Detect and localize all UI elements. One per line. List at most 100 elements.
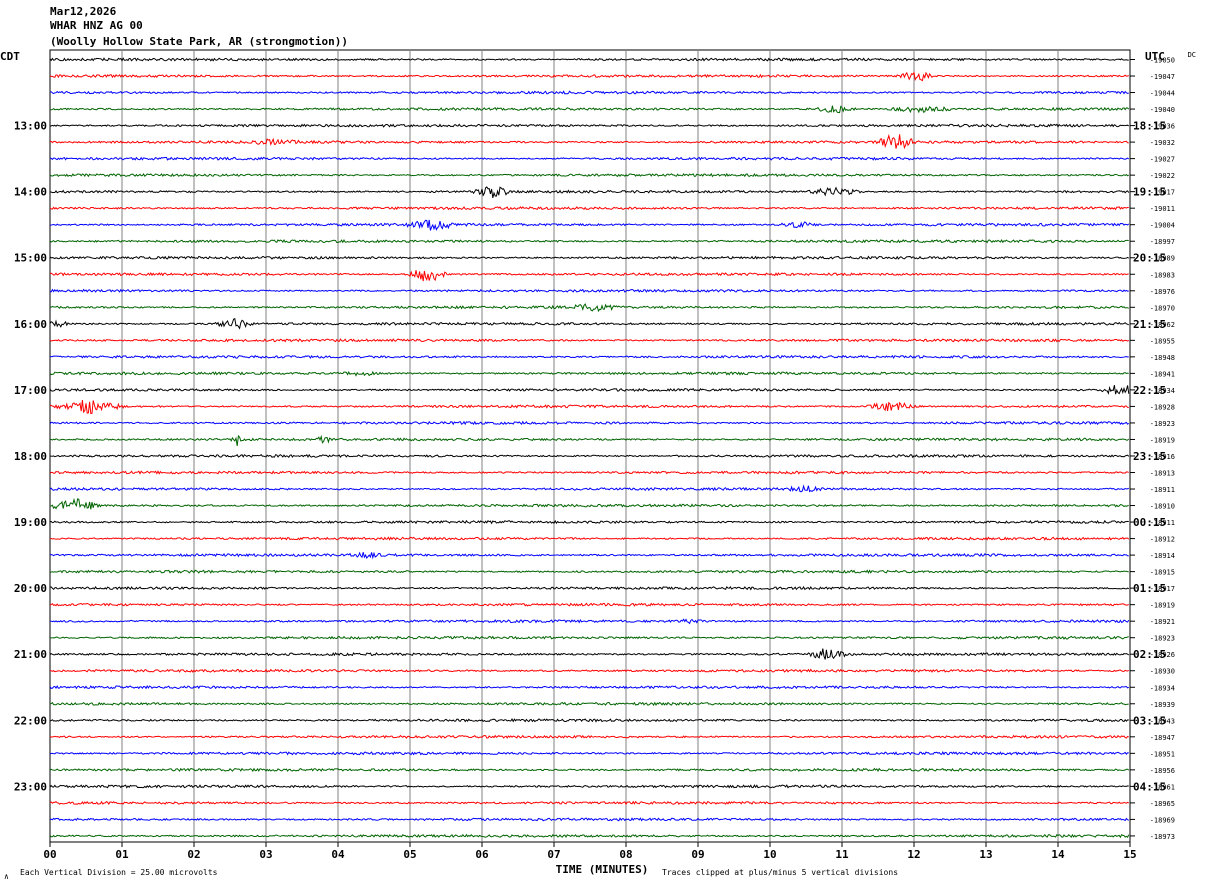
cdt-hour-label: 21:00 [14,648,47,661]
utc-hour-label: 19:15 [1133,186,1166,199]
seismic-trace [49,303,1130,313]
corner-mark: ∧ [4,872,9,881]
dc-offset-label: -18913 [1150,470,1175,478]
dc-offset-label: -19017 [1150,189,1175,197]
x-tick-label: 00 [43,848,56,861]
seismic-trace [49,219,1130,231]
vertical-division-note: Each Vertical Division = 25.00 microvolt… [20,868,218,877]
dc-offset-label: -18919 [1150,436,1175,444]
dc-offset-label: -18976 [1150,288,1175,296]
dc-offset-label: -18943 [1150,717,1175,725]
x-tick-label: 01 [115,848,129,861]
dc-offset-label: -18997 [1150,238,1175,246]
seismic-trace [49,270,1129,282]
seismic-trace [49,133,1129,150]
x-tick-label: 12 [907,848,920,861]
dc-offset-label: -18983 [1150,271,1175,279]
dc-offset-label: -19040 [1150,106,1175,114]
x-tick-label: 10 [763,848,776,861]
x-tick-label: 11 [835,848,849,861]
dc-offset-label: -18973 [1150,833,1175,841]
cdt-hour-label: 22:00 [14,714,47,727]
seismic-trace [49,648,1130,660]
dc-offset-label: -18928 [1150,403,1175,411]
cdt-hour-label: 17:00 [14,384,47,397]
clipping-note: Traces clipped at plus/minus 5 vertical … [662,868,898,877]
seismic-trace [49,551,1129,560]
plot-frame [49,49,1131,843]
seismic-trace [49,172,1130,178]
cdt-hour-label: 23:00 [14,780,47,793]
dc-offset-label: -19050 [1150,57,1175,65]
seismic-trace [49,123,1130,128]
seismic-trace [49,668,1130,673]
dc-offset-label: -18961 [1150,783,1175,791]
utc-hour-label: 23:15 [1133,450,1166,463]
seismic-trace [49,602,1129,607]
seismic-trace [49,767,1130,773]
dc-offset-label: -19022 [1150,172,1175,180]
dc-offset-label: -18912 [1150,536,1175,544]
seismic-trace [49,800,1130,806]
seismic-trace [49,385,1130,395]
seismic-trace [49,635,1129,640]
utc-hour-label: 01:15 [1133,582,1166,595]
x-tick-label: 04 [331,848,345,861]
dc-offset-label: -18969 [1150,816,1175,824]
seismic-trace [49,255,1130,260]
seismic-trace [49,420,1130,426]
seismic-trace [49,585,1130,591]
x-tick-label: 15 [1123,848,1136,861]
dc-offset-label: -18948 [1150,354,1175,362]
x-tick-label: 13 [979,848,992,861]
seismic-trace [49,354,1129,360]
x-axis-title: TIME (MINUTES) [556,863,649,876]
dc-offset-label: -18956 [1150,767,1175,775]
dc-offset-label: -18926 [1150,651,1175,659]
dc-offset-label: -19047 [1150,73,1175,81]
dc-offset-label: -18955 [1150,337,1175,345]
seismic-trace [49,784,1129,789]
x-tick-label: 03 [259,848,272,861]
seismic-trace [49,734,1129,739]
cdt-hour-label: 19:00 [14,516,47,529]
utc-hour-label: 21:15 [1133,318,1166,331]
x-tick-label: 08 [619,848,632,861]
seismic-trace [49,238,1129,244]
dc-offset-label: -18919 [1150,602,1175,610]
seismic-trace [49,618,1130,625]
seismic-trace [49,751,1129,756]
station-code: WHAR HNZ AG 00 [50,19,143,32]
cdt-hour-label: 16:00 [14,318,47,331]
utc-hour-label: 04:15 [1133,780,1166,793]
seismic-trace [49,186,1130,199]
seismic-trace [49,370,1129,377]
dc-offset-label: -18947 [1150,734,1175,742]
seismic-trace [49,206,1129,211]
dc-offset-label: -18930 [1150,668,1175,676]
dc-offset-label: -18911 [1150,519,1175,527]
dc-offset-label: -19032 [1150,139,1175,147]
utc-hour-label: 20:15 [1133,252,1166,265]
dc-offset-label: -18915 [1150,569,1175,577]
cdt-hour-label: 15:00 [14,252,47,265]
dc-offset-label: -18914 [1150,552,1175,560]
dc-offset-label: -19004 [1150,222,1175,230]
dc-offset-label: -18989 [1150,255,1175,263]
seismic-trace [49,434,1130,446]
dc-offset-label: -18923 [1150,635,1175,643]
dc-offset-label: -18941 [1150,370,1175,378]
x-tick-label: 06 [475,848,489,861]
seismic-trace [49,338,1130,343]
seismic-trace [49,57,1129,62]
dc-offset-label: -18962 [1150,321,1175,329]
cdt-hour-label: 13:00 [14,120,47,133]
dc-offset-label: -19044 [1150,90,1175,98]
seismic-trace [49,453,1130,459]
seismic-trace [49,156,1130,161]
station-location: (Woolly Hollow State Park, AR (strongmot… [50,35,349,48]
cdt-hour-label: 20:00 [14,582,47,595]
x-tick-label: 07 [547,848,560,861]
seismic-trace [49,288,1129,293]
dc-offset-label: -18921 [1150,618,1175,626]
